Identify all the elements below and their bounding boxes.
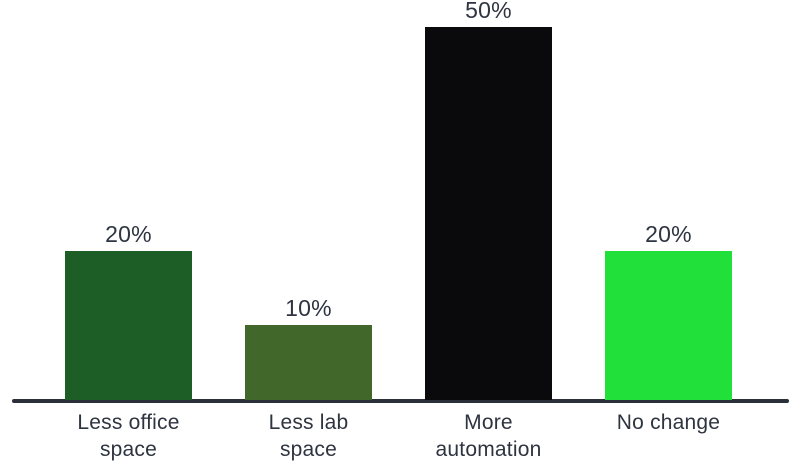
- category-label-more-automation: More automation: [435, 411, 542, 461]
- category-label-less-office-space: Less office space: [77, 411, 180, 461]
- bar-less-lab-space: [245, 325, 372, 400]
- value-label-less-office-space: 20%: [105, 221, 152, 247]
- x-axis-line: [12, 399, 789, 403]
- bar-less-office-space: [65, 251, 192, 400]
- bar-more-automation: [425, 27, 552, 400]
- value-label-no-change: 20%: [645, 221, 692, 247]
- bar-no-change: [605, 251, 732, 400]
- value-label-less-lab-space: 10%: [285, 295, 332, 321]
- value-label-more-automation: 50%: [465, 0, 512, 23]
- category-label-no-change: No change: [616, 411, 721, 434]
- category-label-less-lab-space: Less lab space: [268, 411, 349, 461]
